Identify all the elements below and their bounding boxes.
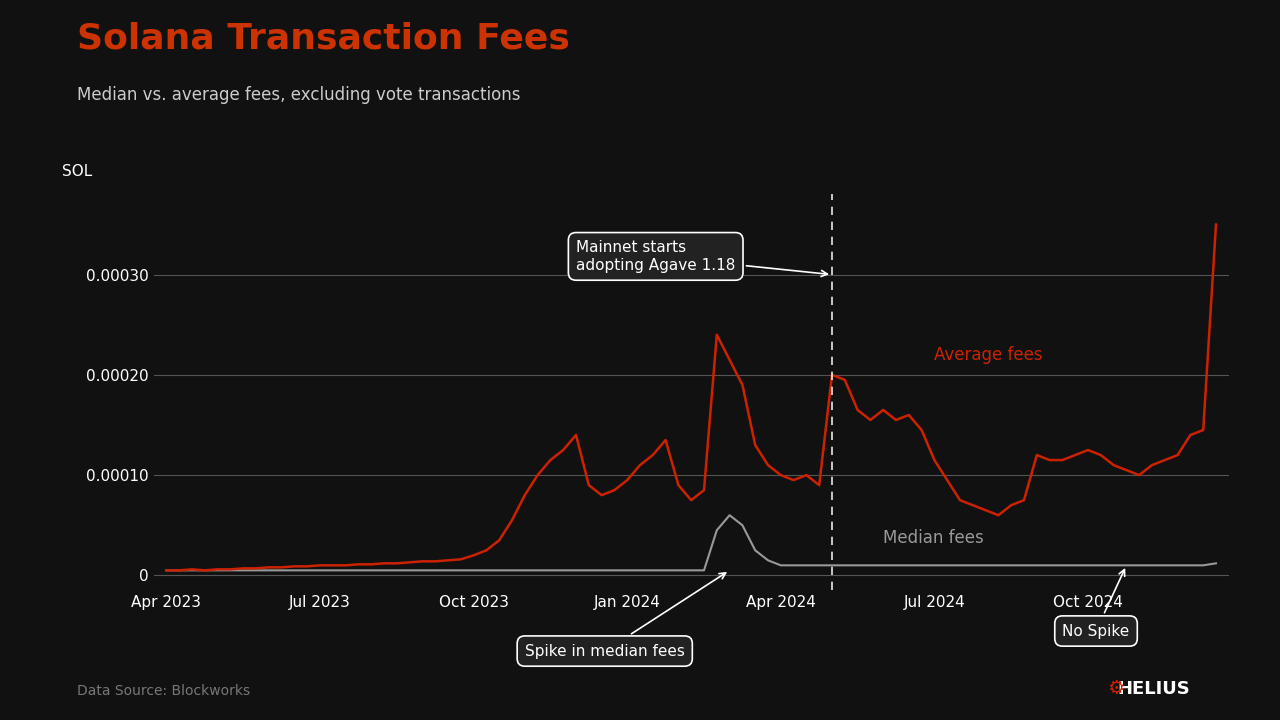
Text: Spike in median fees: Spike in median fees (525, 573, 726, 659)
Text: SOL: SOL (63, 163, 92, 179)
Text: Solana Transaction Fees: Solana Transaction Fees (77, 22, 570, 55)
Text: No Spike: No Spike (1062, 570, 1130, 639)
Text: ⚙: ⚙ (1107, 680, 1125, 698)
Text: Median vs. average fees, excluding vote transactions: Median vs. average fees, excluding vote … (77, 86, 520, 104)
Text: Median fees: Median fees (883, 529, 984, 547)
Text: Average fees: Average fees (934, 346, 1043, 364)
Text: Mainnet starts
adopting Agave 1.18: Mainnet starts adopting Agave 1.18 (576, 240, 827, 276)
Text: Data Source: Blockworks: Data Source: Blockworks (77, 685, 250, 698)
Text: HELIUS: HELIUS (1117, 680, 1190, 698)
